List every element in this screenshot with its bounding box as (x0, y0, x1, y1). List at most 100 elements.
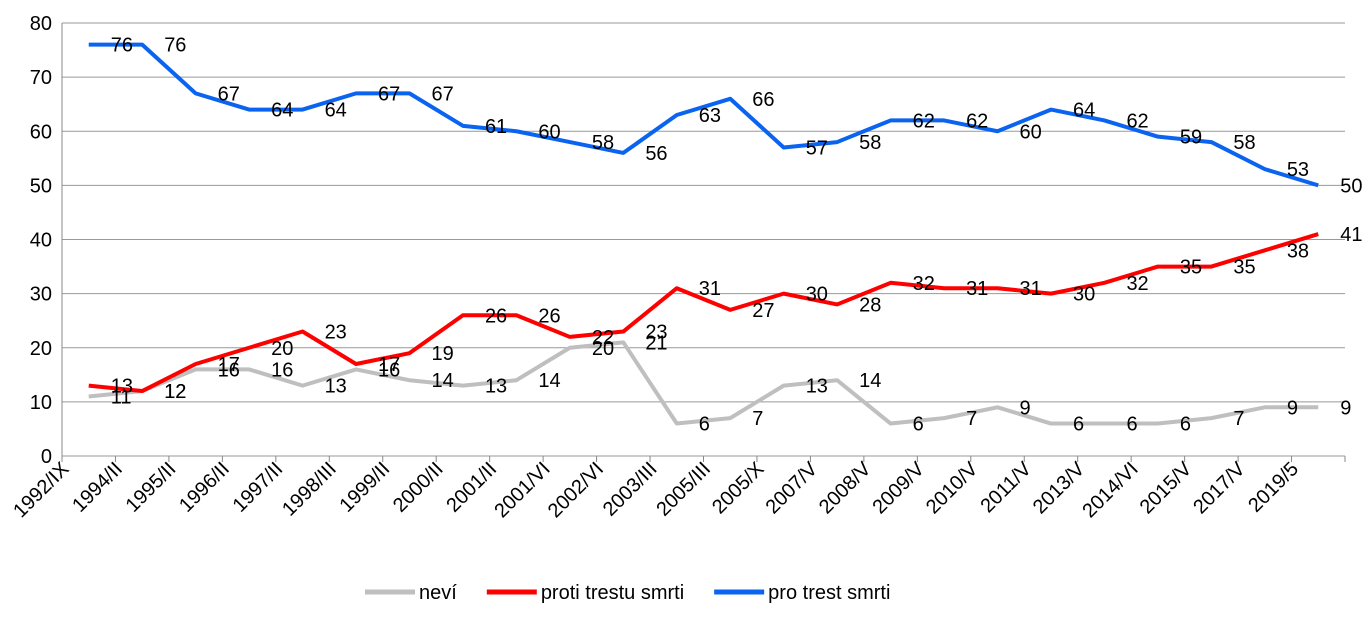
data-label: 19 (431, 343, 453, 365)
data-label: 9 (1020, 397, 1031, 419)
data-label: 57 (806, 137, 828, 159)
x-tick-label: 2015/V (1136, 458, 1197, 519)
data-label: 13 (806, 376, 828, 398)
legend-label: neví (419, 582, 457, 604)
data-label: 11 (111, 386, 132, 408)
x-tick-label: 2008/V (815, 458, 876, 519)
data-label: 9 (1340, 397, 1351, 419)
data-label: 13 (325, 376, 347, 398)
data-label: 32 (1126, 273, 1148, 295)
data-label: 58 (592, 132, 614, 154)
y-tick-label: 0 (41, 446, 52, 468)
x-tick-label: 2017/V (1189, 458, 1250, 519)
legend-label: pro trest smrti (768, 582, 890, 604)
x-tick-label: 2001/VI (490, 458, 554, 522)
x-tick-label: 1998/III (278, 458, 341, 521)
y-tick-label: 30 (30, 284, 52, 306)
data-label: 50 (1340, 175, 1362, 197)
data-label: 9 (1287, 397, 1298, 419)
y-tick-label: 50 (30, 175, 52, 197)
data-label: 21 (645, 332, 667, 354)
data-label: 7 (1233, 408, 1244, 430)
x-tick-label: 1996/II (175, 458, 234, 517)
x-tick-label: 1997/II (229, 458, 288, 517)
y-tick-label: 40 (30, 230, 52, 252)
y-tick-label: 70 (30, 67, 52, 89)
data-label: 67 (218, 83, 240, 105)
data-label: 6 (1126, 414, 1137, 436)
data-label: 16 (271, 359, 293, 381)
x-tick-label: 2010/V (922, 458, 983, 519)
x-tick-label: 2002/VI (544, 458, 608, 522)
data-label: 62 (913, 110, 935, 132)
data-label: 26 (538, 305, 560, 327)
data-label: 35 (1233, 257, 1255, 279)
data-label: 13 (485, 376, 507, 398)
data-label: 59 (1180, 127, 1202, 149)
data-label: 62 (966, 110, 988, 132)
data-label: 60 (538, 121, 560, 143)
data-label: 31 (699, 278, 721, 300)
data-label: 27 (752, 300, 774, 322)
data-label: 14 (538, 370, 560, 392)
line-series (88, 42, 1319, 188)
data-label: 14 (859, 370, 881, 392)
data-label: 6 (1180, 414, 1191, 436)
data-label: 61 (485, 116, 507, 138)
data-label: 12 (164, 381, 186, 403)
x-tick-label: 2014/VI (1078, 458, 1142, 522)
x-tick-label: 1999/II (335, 458, 394, 517)
data-label: 41 (1340, 224, 1362, 246)
data-label: 30 (1073, 284, 1095, 306)
data-label: 56 (645, 143, 667, 165)
x-tick-label: 2005/X (708, 458, 768, 518)
data-label: 28 (859, 294, 881, 316)
x-tick-label: 2005/III (652, 458, 715, 521)
data-label: 26 (485, 305, 507, 327)
data-label: 22 (592, 327, 614, 349)
data-label: 76 (164, 35, 186, 57)
data-label: 20 (592, 338, 614, 360)
data-label: 31 (966, 278, 988, 300)
data-label: 7 (752, 408, 763, 430)
y-tick-label: 20 (30, 338, 52, 360)
y-tick-label: 80 (30, 13, 52, 35)
data-label: 76 (111, 35, 133, 57)
data-label: 64 (325, 100, 347, 122)
x-tick-label: 2019/5 (1244, 458, 1303, 517)
data-label: 16 (378, 359, 400, 381)
data-label: 20 (271, 338, 293, 360)
data-label: 60 (1020, 121, 1042, 143)
x-tick-label: 2000/II (389, 458, 448, 517)
data-label: 30 (806, 284, 828, 306)
data-label: 17 (218, 354, 240, 376)
x-tick-label: 2009/V (868, 458, 929, 519)
y-tick-label: 60 (30, 121, 52, 143)
data-label: 66 (752, 89, 774, 111)
data-label: 17 (378, 354, 400, 376)
data-label: 64 (1073, 100, 1095, 122)
data-label: 12 (164, 381, 186, 403)
data-label: 32 (913, 273, 935, 295)
line-series (88, 340, 1319, 426)
data-label: 6 (913, 414, 924, 436)
data-label: 63 (699, 105, 721, 127)
x-tick-label: 2003/III (599, 458, 662, 521)
data-label: 64 (271, 100, 293, 122)
legend-label: proti trestu smrti (541, 582, 684, 604)
data-label: 62 (1126, 110, 1148, 132)
data-label: 6 (699, 414, 710, 436)
y-tick-label: 10 (30, 392, 52, 414)
x-tick-label: 1994/II (68, 458, 127, 517)
data-label: 14 (431, 370, 453, 392)
line-series (88, 232, 1319, 394)
x-tick-label: 2007/V (762, 458, 823, 519)
data-label: 53 (1287, 159, 1309, 181)
data-label: 7 (966, 408, 977, 430)
data-label: 23 (325, 322, 347, 344)
data-label: 31 (1020, 278, 1042, 300)
data-label: 67 (431, 83, 453, 105)
data-label: 67 (378, 83, 400, 105)
data-label: 16 (218, 359, 240, 381)
